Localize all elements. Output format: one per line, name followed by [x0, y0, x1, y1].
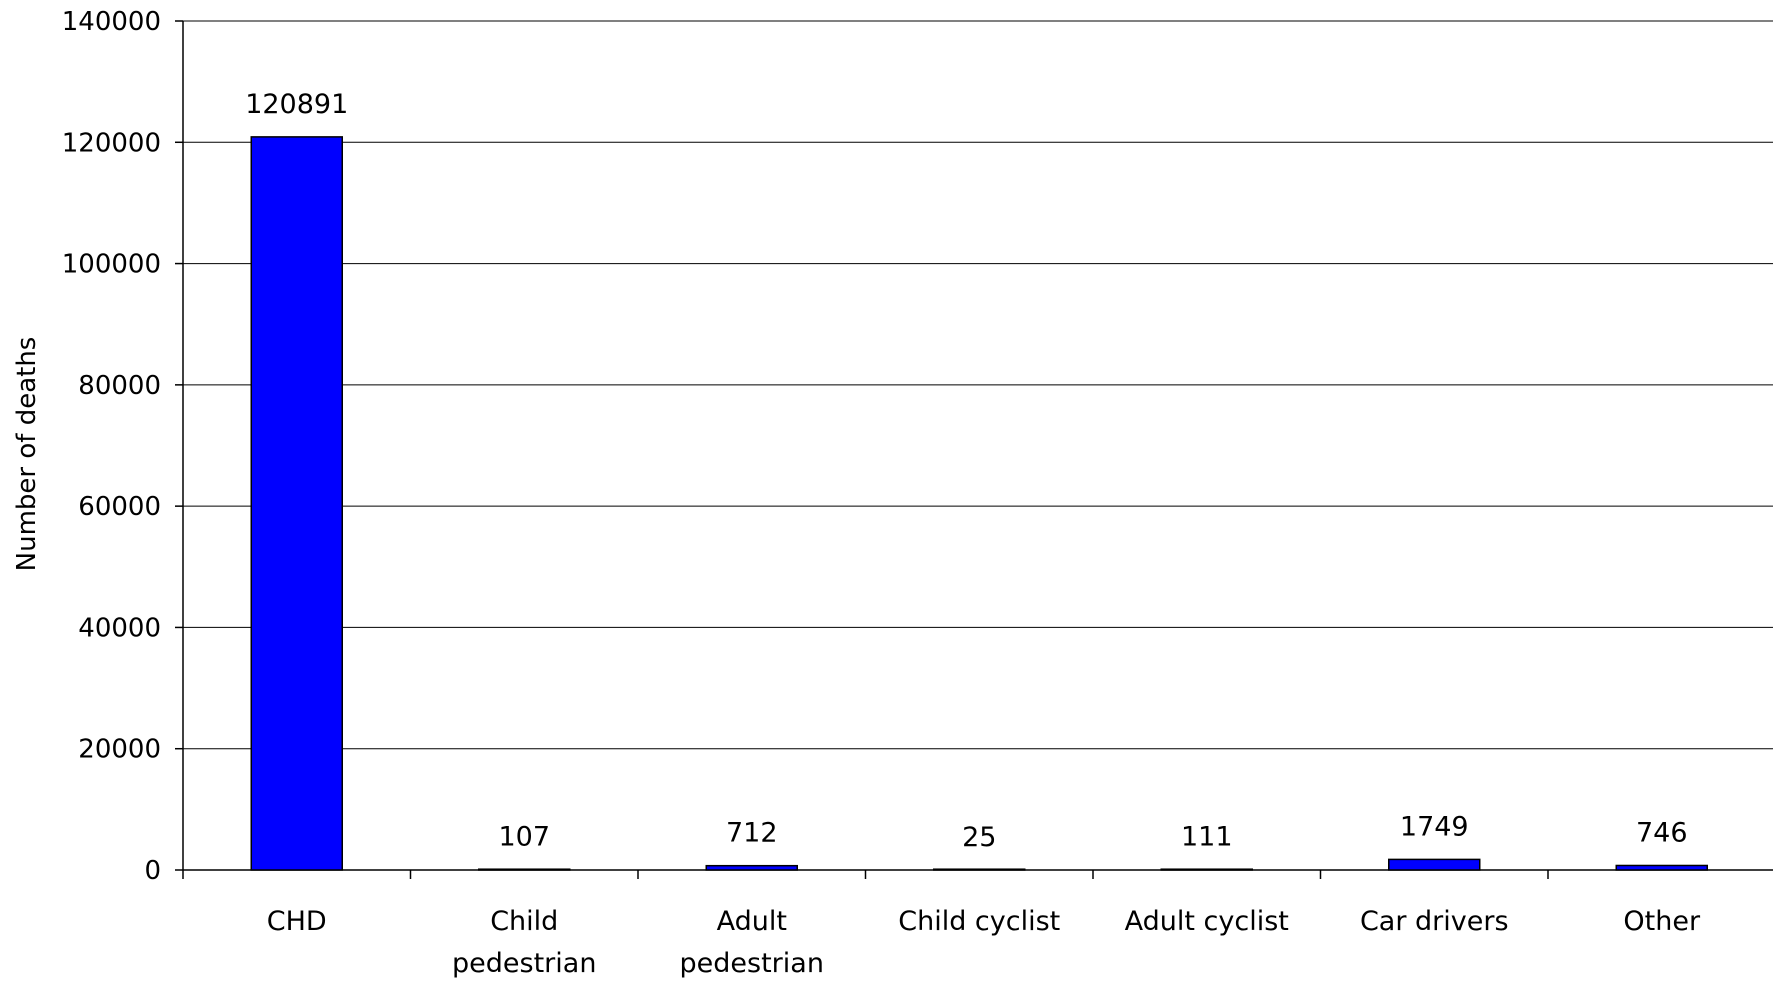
y-axis-title: Number of deaths: [12, 337, 42, 572]
y-tick-label: 60000: [78, 492, 161, 522]
data-label: 746: [1636, 817, 1688, 848]
data-label: 120891: [245, 89, 348, 120]
data-label: 1749: [1400, 811, 1469, 842]
y-tick-label: 100000: [62, 250, 161, 280]
category-label: Car drivers: [1360, 906, 1509, 937]
bar: [478, 868, 571, 871]
data-label: 111: [1181, 821, 1233, 852]
gridlines: [183, 20, 1773, 750]
category-label: Adult pedestrian: [680, 906, 824, 979]
category-label: Child cyclist: [898, 906, 1060, 937]
y-tick-label: 120000: [62, 128, 161, 158]
data-labels: 120891 107 712 25 111 1749 746: [245, 89, 1687, 853]
y-tick-label: 140000: [62, 7, 161, 37]
category-label: Adult cyclist: [1125, 906, 1289, 937]
bar: [1615, 864, 1708, 871]
bar: [933, 868, 1026, 871]
y-tick-label: 20000: [78, 735, 161, 765]
data-label: 712: [726, 818, 778, 849]
y-tick-label: 40000: [78, 613, 161, 643]
data-label: 25: [962, 822, 996, 853]
bar: [1160, 868, 1253, 871]
category-label: Other: [1623, 906, 1701, 937]
category-label: Child pedestrian: [452, 906, 596, 979]
bar: [250, 136, 343, 871]
category-labels: CHD Child pedestrian Adult pedestrian Child c…: [267, 906, 1701, 979]
bar: [1388, 858, 1481, 871]
category-label: CHD: [267, 906, 327, 937]
bar: [705, 864, 798, 871]
data-label: 107: [498, 821, 550, 852]
y-tick-label: 0: [144, 856, 161, 886]
y-tick-label: 80000: [78, 371, 161, 401]
bars: [250, 136, 1708, 871]
axes: [175, 20, 1773, 879]
y-tick-labels: 0 20000 40000 60000 80000 100000 120000 140000: [62, 7, 161, 886]
